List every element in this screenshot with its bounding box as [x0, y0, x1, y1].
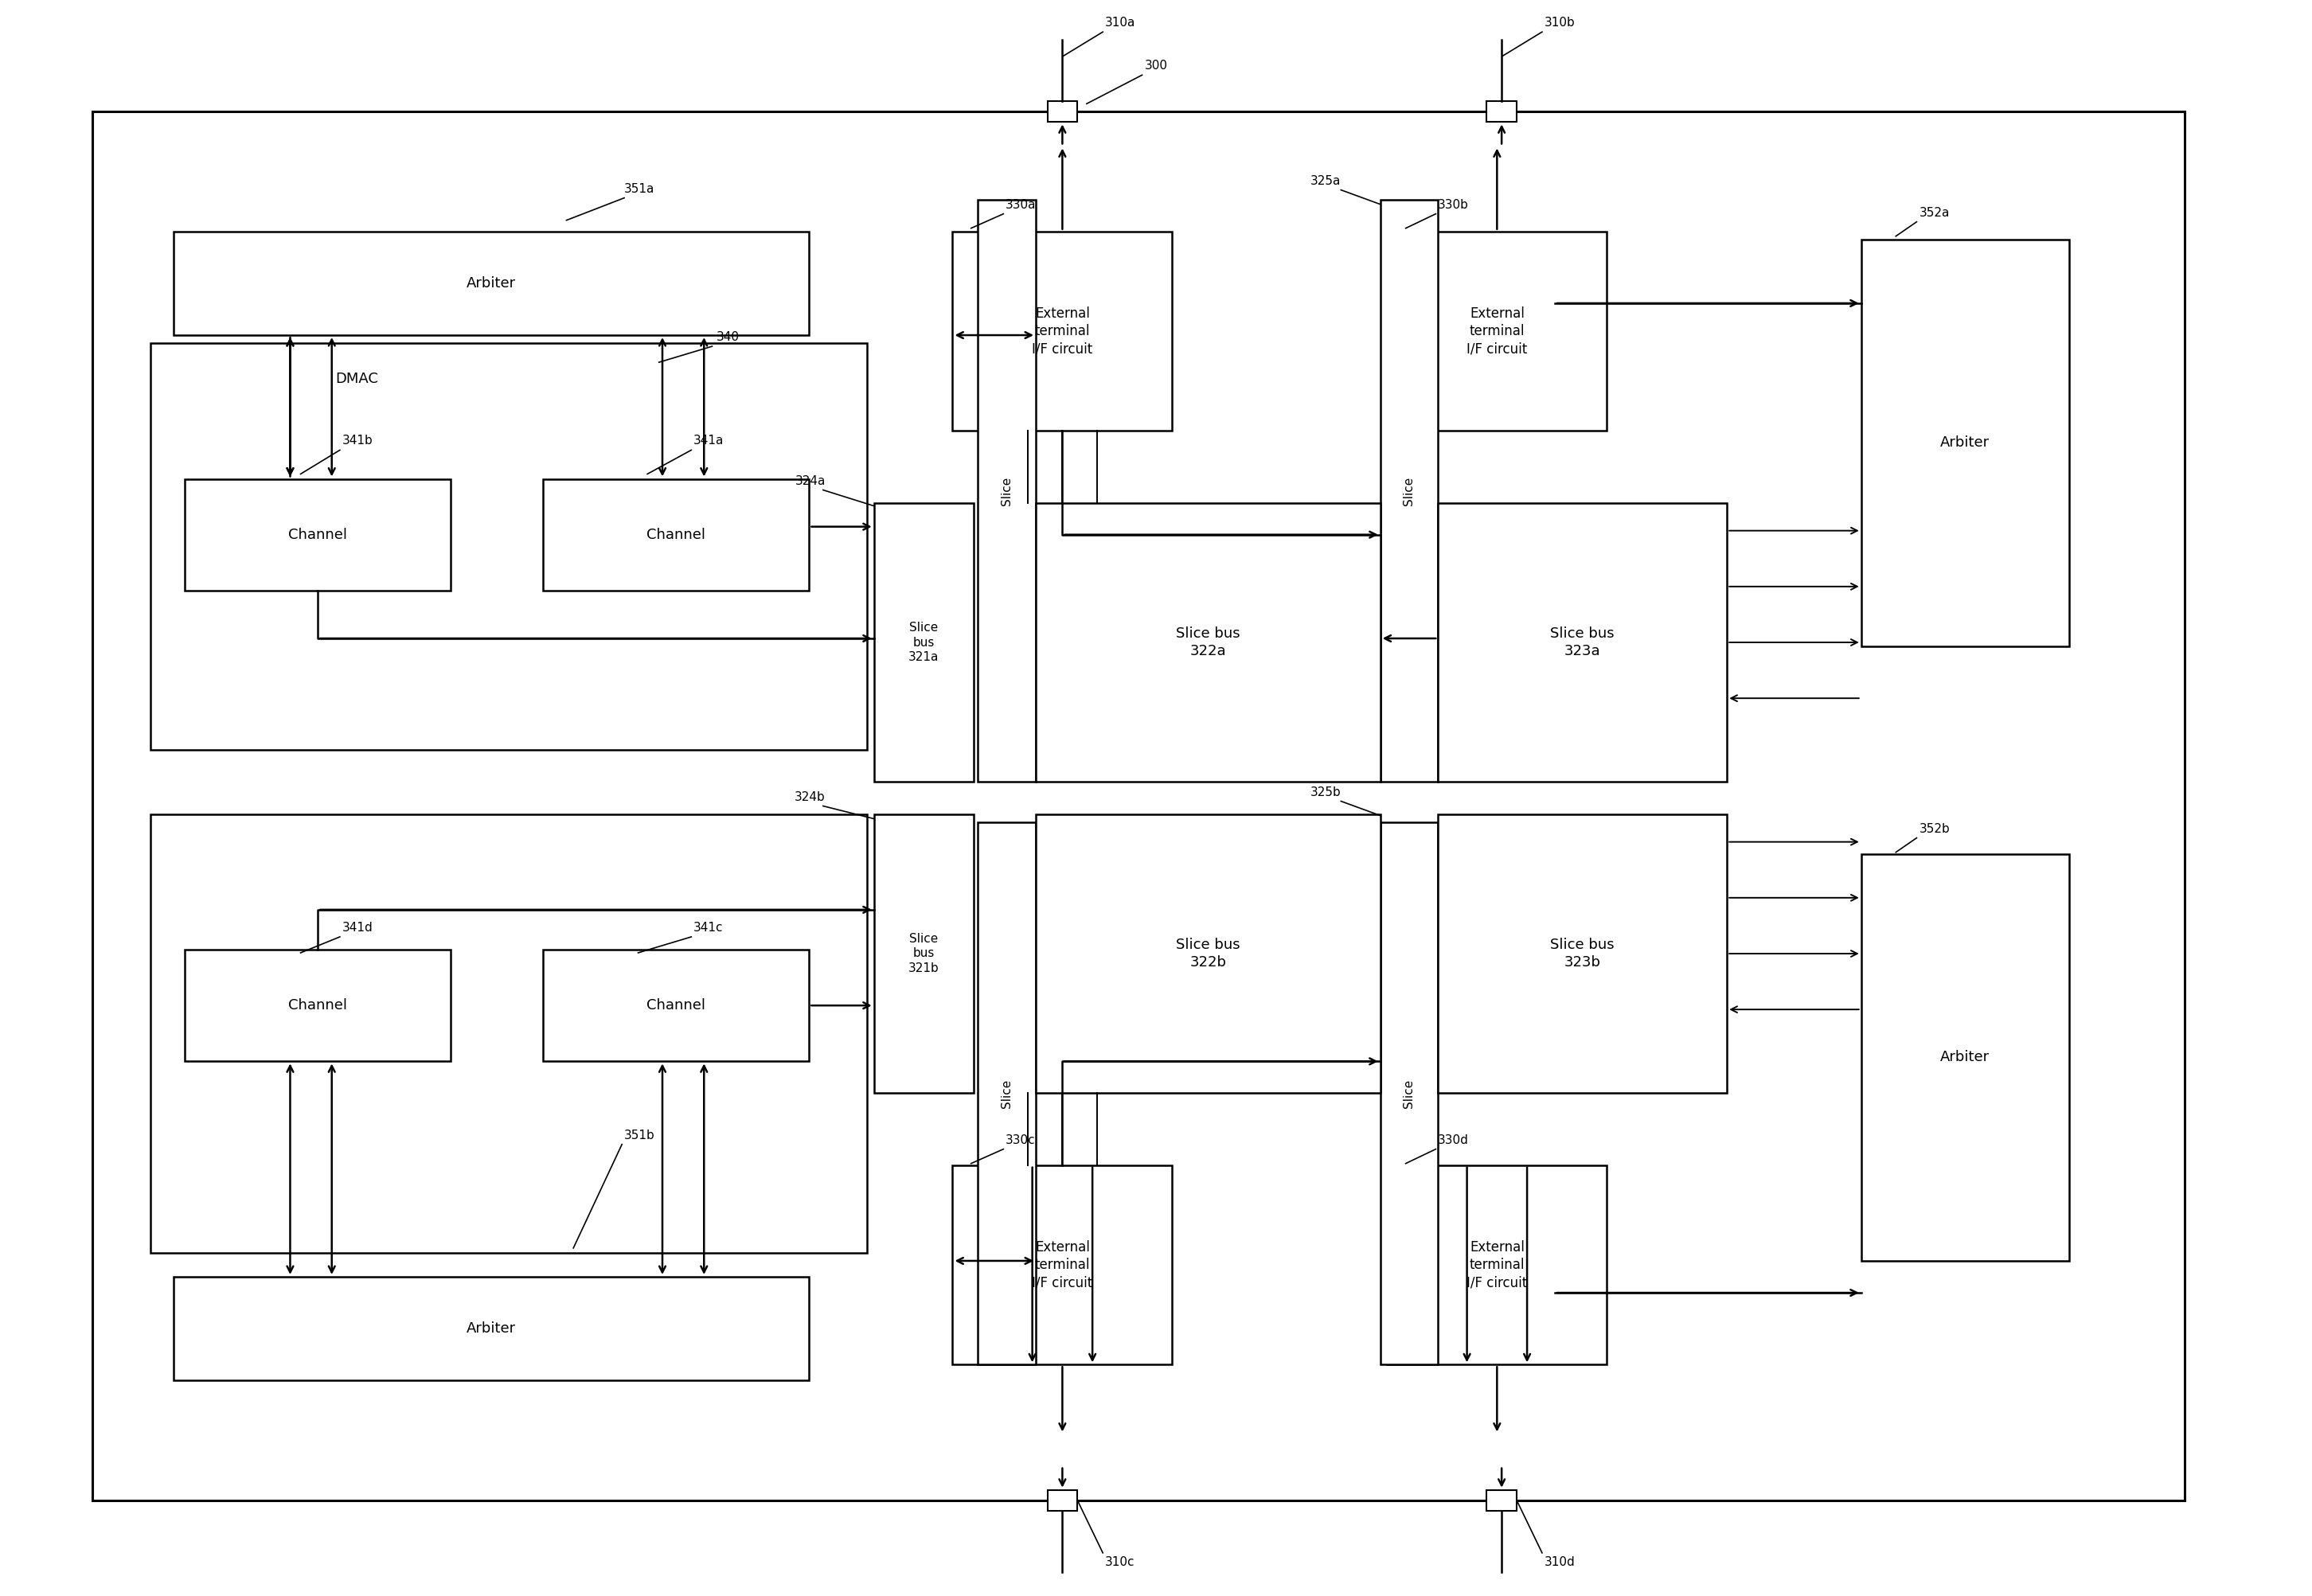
Text: Slice
bus
321a: Slice bus 321a: [909, 621, 939, 664]
Text: External
terminal
I/F circuit: External terminal I/F circuit: [1466, 1240, 1528, 1290]
Bar: [92, 112, 2185, 1500]
Text: 310c: 310c: [1105, 1556, 1135, 1567]
Bar: [173, 1277, 809, 1381]
Text: 351b: 351b: [624, 1130, 654, 1141]
Text: 330d: 330d: [1438, 1135, 1468, 1146]
Text: Channel: Channel: [289, 999, 347, 1012]
Bar: [1438, 503, 1727, 782]
Bar: [1047, 1491, 1077, 1510]
Bar: [1047, 102, 1077, 123]
Text: 324b: 324b: [795, 792, 825, 803]
Text: Channel: Channel: [647, 528, 705, 541]
Bar: [1487, 1491, 1517, 1510]
Text: 324a: 324a: [795, 476, 825, 487]
Bar: [1036, 503, 1380, 782]
Text: External
terminal
I/F circuit: External terminal I/F circuit: [1466, 306, 1528, 356]
Bar: [874, 814, 973, 1093]
Text: 341a: 341a: [694, 436, 724, 447]
Bar: [185, 479, 451, 591]
Text: 352b: 352b: [1919, 824, 1949, 835]
Text: Slice
bus
321b: Slice bus 321b: [909, 932, 939, 975]
Bar: [150, 343, 867, 750]
Bar: [1380, 200, 1438, 782]
Text: 310d: 310d: [1544, 1556, 1574, 1567]
Text: Slice: Slice: [1001, 476, 1013, 506]
Bar: [978, 200, 1036, 782]
Bar: [150, 814, 867, 1253]
Text: 330c: 330c: [1006, 1135, 1036, 1146]
Bar: [185, 950, 451, 1061]
Text: 330b: 330b: [1438, 200, 1468, 211]
Text: 341c: 341c: [694, 922, 724, 934]
Bar: [1387, 1165, 1607, 1365]
Text: Slice bus
322a: Slice bus 322a: [1177, 626, 1239, 659]
Text: 341b: 341b: [342, 436, 372, 447]
Text: 325b: 325b: [1311, 787, 1341, 798]
Bar: [1387, 231, 1607, 431]
Text: 351a: 351a: [624, 184, 654, 195]
Bar: [953, 1165, 1172, 1365]
Text: 352a: 352a: [1919, 207, 1949, 219]
Text: Arbiter: Arbiter: [467, 1321, 516, 1336]
Bar: [1861, 239, 2069, 646]
Text: Slice bus
323a: Slice bus 323a: [1551, 626, 1614, 659]
Text: 330a: 330a: [1006, 200, 1036, 211]
Text: Slice bus
323b: Slice bus 323b: [1551, 937, 1614, 970]
Text: Arbiter: Arbiter: [1940, 1050, 1991, 1065]
Text: DMAC: DMAC: [335, 372, 379, 386]
Text: Slice: Slice: [1403, 1079, 1415, 1108]
Bar: [953, 231, 1172, 431]
Text: 341d: 341d: [342, 922, 372, 934]
Text: External
terminal
I/F circuit: External terminal I/F circuit: [1031, 306, 1094, 356]
Bar: [543, 950, 809, 1061]
Text: 310a: 310a: [1105, 18, 1135, 29]
Bar: [1861, 854, 2069, 1261]
Text: 310b: 310b: [1544, 18, 1574, 29]
Text: Slice bus
322b: Slice bus 322b: [1177, 937, 1239, 970]
Text: Arbiter: Arbiter: [467, 276, 516, 290]
Bar: [978, 822, 1036, 1365]
Bar: [1036, 814, 1380, 1093]
Bar: [1438, 814, 1727, 1093]
Bar: [874, 503, 973, 782]
Text: Slice: Slice: [1403, 476, 1415, 506]
Text: Channel: Channel: [289, 528, 347, 541]
Bar: [1487, 102, 1517, 123]
Bar: [543, 479, 809, 591]
Bar: [173, 231, 809, 335]
Text: Channel: Channel: [647, 999, 705, 1012]
Text: Slice: Slice: [1001, 1079, 1013, 1108]
Text: Arbiter: Arbiter: [1940, 436, 1991, 450]
Text: 300: 300: [1144, 61, 1168, 72]
Text: 325a: 325a: [1311, 176, 1341, 187]
Bar: [1380, 822, 1438, 1365]
Text: 340: 340: [717, 332, 740, 343]
Text: External
terminal
I/F circuit: External terminal I/F circuit: [1031, 1240, 1094, 1290]
